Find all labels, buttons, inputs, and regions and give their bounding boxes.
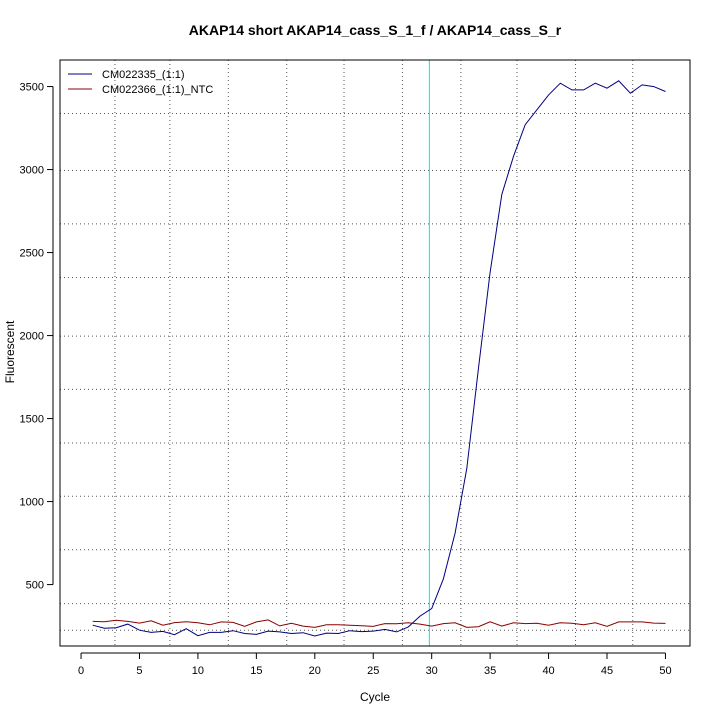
x-tick-label: 45 bbox=[601, 665, 613, 677]
legend: CM022335_(1:1) CM022366_(1:1)_NTC bbox=[68, 69, 213, 96]
legend-label: CM022366_(1:1)_NTC bbox=[102, 84, 213, 96]
x-tick-label: 20 bbox=[309, 665, 321, 677]
y-tick-label: 1500 bbox=[20, 414, 44, 426]
series-line-2 bbox=[92, 619, 666, 628]
x-axis-label: Cycle bbox=[360, 690, 390, 704]
plot-frame bbox=[59, 59, 691, 647]
y-axis: 500 1000 1500 2000 2500 3000 3500 bbox=[20, 82, 54, 592]
x-tick-label: 15 bbox=[250, 665, 262, 677]
x-tick-label: 50 bbox=[659, 665, 671, 677]
x-tick-label: 30 bbox=[426, 665, 438, 677]
y-tick-label: 2500 bbox=[20, 248, 44, 260]
series-layer bbox=[92, 80, 666, 637]
y-tick-label: 500 bbox=[26, 580, 44, 592]
series-line-1 bbox=[92, 80, 666, 637]
y-tick-label: 2000 bbox=[20, 331, 44, 343]
gridlines bbox=[60, 60, 690, 646]
x-tick-label: 40 bbox=[542, 665, 554, 677]
chart-title: AKAP14 short AKAP14_cass_S_1_f / AKAP14_… bbox=[189, 22, 562, 38]
x-tick-label: 5 bbox=[136, 665, 142, 677]
legend-label: CM022335_(1:1) bbox=[102, 69, 185, 81]
y-axis-label: Fluorescent bbox=[3, 320, 17, 383]
y-tick-label: 3500 bbox=[20, 82, 44, 94]
x-tick-label: 0 bbox=[78, 665, 84, 677]
x-tick-label: 10 bbox=[192, 665, 204, 677]
x-tick-label: 35 bbox=[484, 665, 496, 677]
x-tick-label: 25 bbox=[367, 665, 379, 677]
x-axis: 0 5 10 15 20 25 30 35 40 45 50 bbox=[78, 652, 672, 677]
y-tick-label: 1000 bbox=[20, 497, 44, 509]
y-tick-label: 3000 bbox=[20, 165, 44, 177]
